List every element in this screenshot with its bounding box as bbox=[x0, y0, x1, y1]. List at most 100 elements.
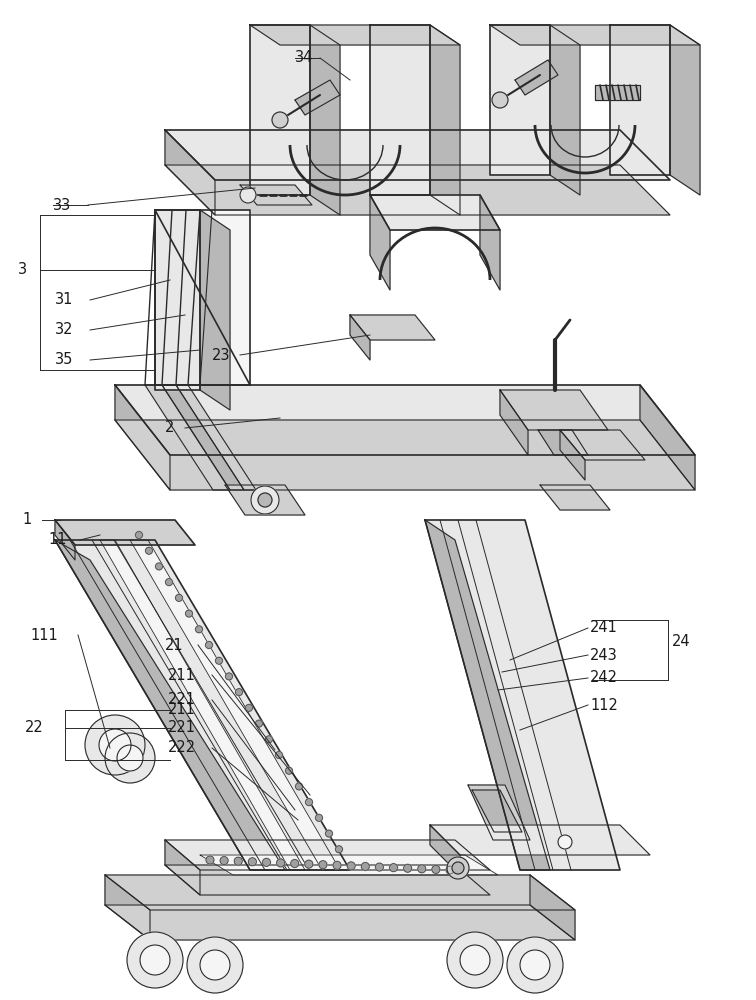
Circle shape bbox=[286, 767, 293, 774]
Polygon shape bbox=[472, 790, 522, 832]
Polygon shape bbox=[370, 195, 390, 290]
Polygon shape bbox=[560, 430, 585, 480]
Text: 23: 23 bbox=[212, 348, 231, 362]
Circle shape bbox=[404, 864, 412, 872]
Polygon shape bbox=[530, 875, 575, 940]
Polygon shape bbox=[500, 390, 608, 430]
Text: 221: 221 bbox=[168, 720, 196, 736]
Text: 112: 112 bbox=[590, 698, 618, 712]
Polygon shape bbox=[370, 195, 500, 230]
Text: 21: 21 bbox=[165, 638, 184, 652]
Polygon shape bbox=[430, 825, 460, 875]
Circle shape bbox=[315, 814, 323, 821]
Circle shape bbox=[277, 859, 284, 867]
Polygon shape bbox=[165, 865, 490, 895]
Circle shape bbox=[452, 862, 464, 874]
Circle shape bbox=[347, 862, 355, 870]
Circle shape bbox=[305, 799, 312, 806]
Polygon shape bbox=[155, 210, 250, 385]
Circle shape bbox=[99, 729, 131, 761]
Circle shape bbox=[105, 733, 155, 783]
Polygon shape bbox=[165, 165, 670, 215]
Polygon shape bbox=[538, 430, 588, 455]
Circle shape bbox=[236, 689, 243, 696]
Circle shape bbox=[418, 865, 426, 873]
Circle shape bbox=[240, 187, 256, 203]
Text: 221: 221 bbox=[168, 692, 196, 708]
Polygon shape bbox=[425, 520, 550, 870]
Polygon shape bbox=[250, 25, 460, 45]
Polygon shape bbox=[550, 25, 580, 195]
Polygon shape bbox=[115, 420, 695, 490]
Polygon shape bbox=[515, 60, 558, 95]
Circle shape bbox=[85, 715, 145, 775]
Polygon shape bbox=[370, 25, 430, 195]
Polygon shape bbox=[55, 520, 75, 560]
Polygon shape bbox=[105, 905, 575, 940]
Circle shape bbox=[156, 563, 163, 570]
Circle shape bbox=[336, 846, 342, 853]
Circle shape bbox=[196, 626, 203, 633]
Polygon shape bbox=[430, 25, 460, 215]
Circle shape bbox=[256, 720, 262, 727]
Text: 2: 2 bbox=[165, 420, 175, 436]
Circle shape bbox=[305, 860, 313, 868]
Polygon shape bbox=[595, 85, 640, 100]
Text: 32: 32 bbox=[55, 322, 73, 338]
Text: 1: 1 bbox=[22, 512, 31, 528]
Text: 111: 111 bbox=[30, 628, 57, 643]
Polygon shape bbox=[480, 195, 500, 290]
Circle shape bbox=[258, 493, 272, 507]
Circle shape bbox=[251, 486, 279, 514]
Polygon shape bbox=[295, 80, 340, 115]
Text: 33: 33 bbox=[53, 198, 71, 213]
Polygon shape bbox=[200, 855, 498, 875]
Polygon shape bbox=[165, 840, 490, 870]
Circle shape bbox=[249, 858, 256, 866]
Circle shape bbox=[447, 932, 503, 988]
Polygon shape bbox=[165, 840, 200, 895]
Polygon shape bbox=[350, 315, 370, 360]
Circle shape bbox=[135, 532, 142, 538]
Circle shape bbox=[206, 856, 214, 864]
Circle shape bbox=[200, 950, 230, 980]
Circle shape bbox=[447, 857, 469, 879]
Text: 11: 11 bbox=[48, 532, 67, 548]
Circle shape bbox=[265, 736, 272, 743]
Circle shape bbox=[262, 858, 271, 866]
Circle shape bbox=[206, 642, 212, 648]
Polygon shape bbox=[200, 210, 230, 410]
Circle shape bbox=[145, 547, 153, 554]
Polygon shape bbox=[640, 385, 695, 490]
Circle shape bbox=[175, 594, 182, 601]
Polygon shape bbox=[130, 540, 340, 870]
Circle shape bbox=[220, 857, 228, 865]
Circle shape bbox=[140, 945, 170, 975]
Polygon shape bbox=[115, 385, 695, 455]
Circle shape bbox=[507, 937, 563, 993]
Polygon shape bbox=[670, 25, 700, 195]
Polygon shape bbox=[250, 25, 310, 195]
Text: 31: 31 bbox=[55, 292, 73, 308]
Circle shape bbox=[361, 862, 369, 870]
Text: 222: 222 bbox=[168, 740, 196, 756]
Text: 242: 242 bbox=[590, 670, 618, 686]
Polygon shape bbox=[240, 185, 312, 205]
Text: 211: 211 bbox=[168, 668, 196, 682]
Text: 211: 211 bbox=[168, 702, 196, 718]
Text: 24: 24 bbox=[672, 635, 691, 650]
Circle shape bbox=[296, 783, 302, 790]
Polygon shape bbox=[490, 25, 550, 175]
Circle shape bbox=[432, 865, 440, 873]
Polygon shape bbox=[155, 210, 200, 390]
Circle shape bbox=[185, 610, 193, 617]
Text: 243: 243 bbox=[590, 648, 618, 662]
Circle shape bbox=[492, 92, 508, 108]
Polygon shape bbox=[310, 25, 340, 215]
Circle shape bbox=[272, 112, 288, 128]
Polygon shape bbox=[165, 130, 670, 180]
Circle shape bbox=[127, 932, 183, 988]
Circle shape bbox=[389, 864, 398, 872]
Polygon shape bbox=[55, 540, 285, 870]
Polygon shape bbox=[225, 485, 305, 515]
